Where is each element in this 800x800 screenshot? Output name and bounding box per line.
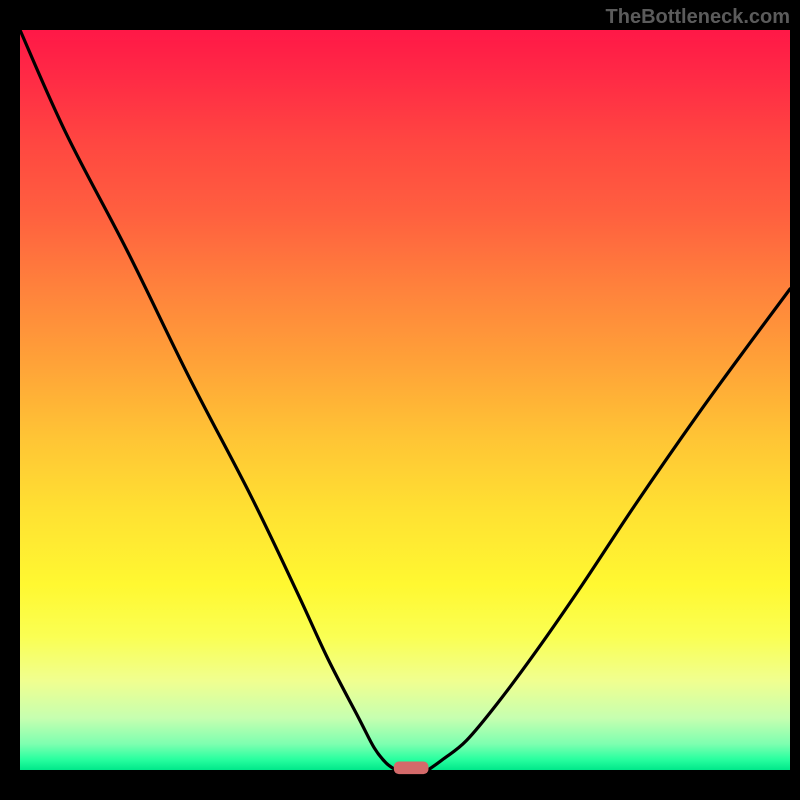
bottleneck-chart [0,0,800,800]
watermark-text: TheBottleneck.com [606,6,790,29]
plot-gradient-background [20,30,790,770]
optimal-point-marker [394,761,429,774]
